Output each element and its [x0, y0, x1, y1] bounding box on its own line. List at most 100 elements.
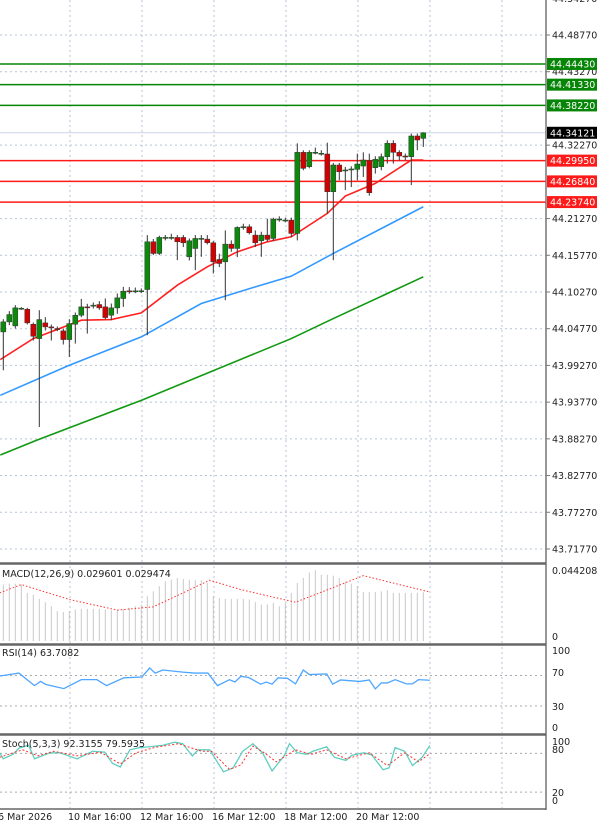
macd-axis-label: 0: [552, 632, 558, 643]
candle-up[interactable]: [234, 227, 241, 249]
candle-up[interactable]: [294, 152, 301, 234]
candle-down[interactable]: [336, 164, 343, 172]
y-tick-label: 43.77270: [552, 508, 597, 519]
candle-up[interactable]: [186, 240, 193, 258]
macd-signal-line: [0, 575, 430, 611]
candle-up[interactable]: [114, 297, 121, 309]
candle-up[interactable]: [12, 307, 19, 327]
x-tick-label: 18 Mar 12:00: [284, 812, 347, 823]
candle-up[interactable]: [270, 218, 277, 239]
candle-down[interactable]: [96, 304, 103, 309]
candle-down[interactable]: [252, 234, 259, 244]
macd-panel[interactable]: [0, 570, 430, 641]
candle-up[interactable]: [258, 234, 265, 242]
candle-up[interactable]: [6, 314, 13, 323]
candle-up[interactable]: [282, 219, 289, 222]
candle-up[interactable]: [306, 152, 313, 167]
candle-up[interactable]: [156, 237, 163, 254]
candle-down[interactable]: [390, 143, 397, 153]
candle-down[interactable]: [126, 290, 133, 293]
candle-up[interactable]: [168, 237, 175, 239]
candle-up[interactable]: [276, 218, 283, 221]
candle-up[interactable]: [192, 238, 199, 249]
candle-down[interactable]: [42, 322, 49, 328]
candle-down[interactable]: [264, 234, 271, 240]
candle-down[interactable]: [396, 152, 403, 157]
candle-up[interactable]: [222, 243, 229, 263]
rsi-panel[interactable]: [0, 667, 546, 707]
resistance-tag: [547, 78, 597, 91]
candle-up[interactable]: [408, 135, 415, 157]
rsi-line: [0, 667, 430, 690]
candle-down[interactable]: [288, 219, 295, 234]
candle-down[interactable]: [402, 155, 409, 158]
candle-down[interactable]: [150, 241, 157, 254]
candle-down[interactable]: [414, 135, 421, 141]
candle-down[interactable]: [228, 243, 235, 249]
support-tag: [547, 175, 597, 188]
candle-up[interactable]: [420, 132, 427, 139]
candle-down[interactable]: [102, 306, 109, 318]
stochastic-axis-label: 20: [552, 788, 564, 799]
candle-down[interactable]: [210, 242, 217, 263]
rsi-label: RSI(14) 63.7082: [2, 648, 79, 659]
candle-down[interactable]: [300, 152, 307, 169]
y-tick-label: 44.32270: [552, 141, 597, 152]
candle-up[interactable]: [384, 143, 391, 157]
candle-up[interactable]: [330, 164, 337, 192]
candle-up[interactable]: [360, 159, 367, 167]
candle-up[interactable]: [0, 321, 7, 333]
candle-down[interactable]: [84, 306, 91, 309]
candle-down[interactable]: [60, 330, 67, 340]
rsi-axis-label: 0: [552, 723, 558, 734]
candle-up[interactable]: [108, 307, 115, 316]
candle-up[interactable]: [354, 163, 361, 170]
candle-up[interactable]: [66, 323, 73, 340]
candle-up[interactable]: [312, 152, 319, 154]
stochastic-panel[interactable]: [0, 741, 546, 793]
candle-up[interactable]: [198, 238, 205, 240]
stochastic-main-line: [0, 741, 431, 773]
candle-up[interactable]: [132, 290, 139, 293]
candle-down[interactable]: [324, 153, 331, 192]
candle-up[interactable]: [378, 156, 385, 167]
candle-up[interactable]: [120, 290, 127, 299]
candle-down[interactable]: [366, 160, 373, 193]
candle-up[interactable]: [318, 153, 325, 155]
current-price-label: 44.34121: [550, 128, 595, 139]
current-price-tag: [547, 126, 597, 139]
candle-down[interactable]: [180, 237, 187, 244]
candle-up[interactable]: [240, 226, 247, 228]
resistance-tag-label: 44.44430: [550, 59, 595, 70]
candle-down[interactable]: [204, 238, 211, 244]
candle-down[interactable]: [48, 326, 55, 329]
candle-down[interactable]: [174, 237, 181, 243]
candle-up[interactable]: [348, 168, 355, 171]
candle-down[interactable]: [216, 259, 223, 264]
candle-down[interactable]: [24, 308, 31, 324]
candle-up[interactable]: [162, 237, 169, 239]
candle-up[interactable]: [372, 159, 379, 168]
candle-up[interactable]: [36, 319, 43, 339]
y-tick-label: 44.15770: [552, 251, 597, 262]
resistance-tag: [547, 57, 597, 70]
candle-down[interactable]: [54, 328, 61, 330]
candle-up[interactable]: [78, 306, 85, 316]
candle-up[interactable]: [138, 290, 145, 293]
candle-up[interactable]: [18, 307, 25, 310]
candle-up[interactable]: [342, 169, 349, 172]
candle-down[interactable]: [30, 323, 37, 337]
support-tag-label: 44.26840: [550, 177, 595, 188]
y-tick-label: 43.88270: [552, 434, 597, 445]
price-panel[interactable]: [0, 63, 546, 456]
candle-up[interactable]: [90, 304, 97, 307]
candle-down[interactable]: [246, 226, 253, 234]
stochastic-axis-label: 0: [552, 796, 558, 807]
candle-up[interactable]: [144, 241, 151, 290]
candle-up[interactable]: [72, 314, 79, 325]
rsi-axis-label: 30: [552, 702, 564, 713]
support-tag: [547, 196, 597, 209]
y-tick-label: 44.04770: [552, 324, 597, 335]
